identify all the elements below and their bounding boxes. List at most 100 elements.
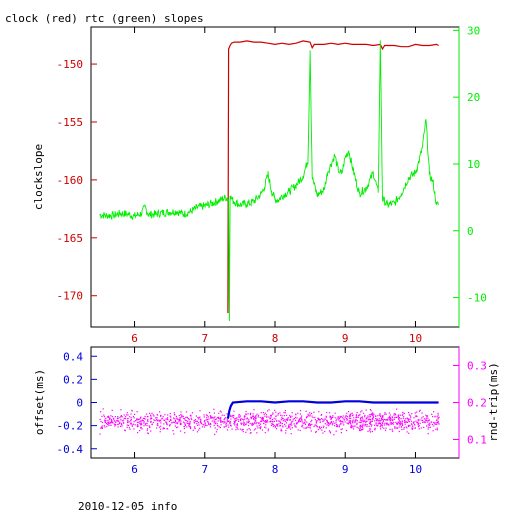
rndtrip-point (223, 426, 225, 428)
rndtrip-point (251, 416, 253, 418)
rndtrip-point (377, 425, 379, 427)
rndtrip-point (322, 432, 324, 434)
rndtrip-point (220, 417, 222, 419)
rndtrip-point (117, 426, 119, 428)
rndtrip-point (421, 412, 423, 414)
rndtrip-point (369, 422, 371, 424)
rndtrip-point (117, 417, 119, 419)
rndtrip-point (435, 419, 438, 421)
rndtrip-point (426, 421, 428, 423)
rndtrip-point (417, 424, 419, 426)
rndtrip-point (127, 418, 129, 420)
rndtrip-point (289, 416, 291, 418)
rndtrip-point (326, 419, 328, 421)
rndtrip-point (237, 428, 239, 430)
rndtrip-point (326, 411, 328, 414)
rndtrip-point (208, 422, 210, 424)
rndtrip-point (279, 420, 281, 422)
rndtrip-point (214, 419, 217, 421)
rndtrip-point (372, 414, 374, 416)
rndtrip-point (116, 420, 118, 422)
rndtrip-point (192, 429, 194, 431)
rndtrip-point (176, 422, 178, 424)
rndtrip-point (140, 420, 142, 422)
rndtrip-point (112, 422, 114, 424)
rndtrip-point (169, 415, 171, 417)
rndtrip-point (140, 427, 142, 429)
rndtrip-point (130, 419, 132, 421)
y-tick-label: -0.2 (57, 420, 84, 433)
y2-tick-label: 0.2 (467, 397, 487, 410)
rndtrip-point (110, 424, 112, 426)
rndtrip-point (103, 419, 106, 421)
rndtrip-point (421, 417, 423, 419)
rndtrip-point (411, 428, 413, 430)
rndtrip-point (283, 415, 285, 417)
rndtrip-point (386, 422, 388, 424)
rndtrip-point (130, 420, 132, 422)
rndtrip-point (220, 420, 222, 422)
rndtrip-point (345, 415, 347, 417)
slopes-frame (90, 26, 460, 328)
rndtrip-point (100, 411, 102, 413)
rndtrip-point (434, 423, 436, 425)
rndtrip-point (427, 415, 429, 417)
rndtrip-point (224, 418, 226, 420)
rndtrip-point (243, 415, 245, 417)
rndtrip-point (167, 419, 169, 421)
rndtrip-point (418, 428, 420, 430)
rndtrip-point (279, 425, 281, 427)
rndtrip-point (123, 414, 125, 416)
y-tick-label: -0.4 (57, 443, 84, 456)
x-tick-label: 7 (201, 463, 208, 476)
rndtrip-point (435, 421, 437, 424)
rndtrip-point (336, 418, 338, 420)
rndtrip-point (417, 420, 419, 422)
rndtrip-point (226, 421, 228, 423)
rndtrip-point (142, 417, 144, 419)
rndtrip-point (380, 425, 382, 427)
rndtrip-point (172, 421, 174, 423)
rndtrip-point (320, 414, 322, 416)
rndtrip-point (416, 415, 418, 417)
rndtrip-point (102, 408, 104, 410)
rndtrip-point (137, 424, 139, 426)
rndtrip-point (174, 418, 176, 420)
rndtrip-point (180, 423, 182, 425)
rndtrip-point (271, 419, 274, 421)
rndtrip-point (124, 430, 126, 432)
rndtrip-point (151, 417, 153, 419)
rndtrip-point (385, 419, 387, 421)
rndtrip-point (350, 423, 352, 425)
x-tick-label: 8 (272, 332, 279, 345)
rndtrip-point (330, 421, 332, 423)
rndtrip-point (173, 412, 175, 414)
rndtrip-point (400, 418, 402, 420)
rndtrip-point (175, 420, 177, 422)
rndtrip-point (235, 419, 237, 421)
rndtrip-point (132, 415, 134, 418)
rndtrip-point (148, 425, 150, 427)
rndtrip-point (238, 420, 240, 422)
rndtrip-point (431, 421, 433, 423)
rndtrip-point (328, 425, 330, 427)
rndtrip-point (299, 410, 302, 412)
rndtrip-point (186, 426, 188, 428)
rndtrip-point (353, 417, 355, 419)
rndtrip-point (131, 425, 133, 427)
rndtrip-point (368, 425, 370, 427)
rndtrip-point (270, 424, 272, 427)
rndtrip-point (436, 415, 438, 417)
rndtrip-point (201, 423, 203, 425)
rndtrip-point (246, 421, 248, 423)
rndtrip-point (419, 419, 421, 421)
rndtrip-point (235, 419, 237, 421)
rndtrip-point (368, 416, 370, 418)
rndtrip-point (436, 429, 439, 431)
rndtrip-point (335, 423, 338, 425)
rndtrip-point (181, 414, 183, 416)
rndtrip-point (236, 427, 238, 429)
rndtrip-point (411, 413, 413, 415)
y-tick-label: -160 (57, 174, 84, 187)
rndtrip-point (275, 428, 278, 430)
